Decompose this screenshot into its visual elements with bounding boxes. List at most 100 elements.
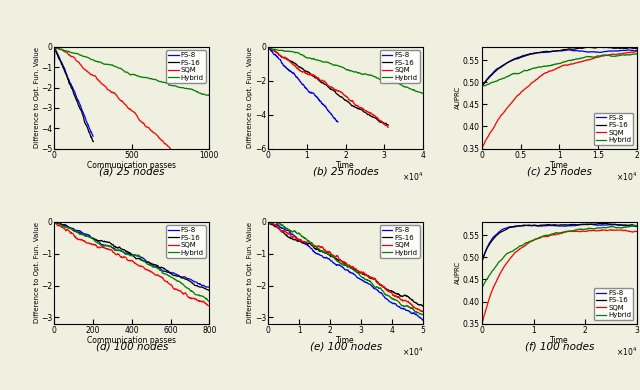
Hybrid [548, 63, 556, 67]
X-axis label: Time: Time [550, 161, 569, 170]
Y-axis label: Difference to Opt. Fun. Value: Difference to Opt. Fun. Value [248, 47, 253, 148]
Legend: FS-8, FS-16, SQM, Hybrid: FS-8, FS-16, SQM, Hybrid [594, 288, 634, 320]
SQM [518, 245, 525, 250]
SQM [122, 102, 129, 107]
SQM [368, 275, 376, 280]
FS-8 [518, 223, 525, 228]
FS-16 [381, 286, 388, 291]
FS-16 [518, 55, 525, 59]
Text: (f) 100 nodes: (f) 100 nodes [525, 341, 594, 351]
Hybrid [632, 51, 640, 56]
Hybrid [368, 281, 376, 285]
SQM [336, 89, 344, 94]
FS-16 [419, 304, 427, 308]
X-axis label: Communication passes: Communication passes [87, 336, 177, 345]
SQM [548, 68, 556, 73]
Line: SQM: SQM [268, 47, 388, 128]
FS-16 [478, 259, 486, 264]
SQM [148, 129, 156, 133]
SQM [329, 86, 337, 90]
SQM [595, 55, 602, 59]
FS-16 [163, 268, 171, 273]
FS-16 [69, 228, 77, 232]
FS-8 [264, 220, 272, 224]
SQM [51, 45, 59, 50]
Hybrid [163, 272, 171, 277]
Hybrid [356, 71, 364, 76]
Hybrid [518, 243, 525, 248]
Hybrid [419, 91, 427, 96]
FS-16 [363, 111, 371, 116]
Hybrid [182, 86, 189, 91]
FS-8 [298, 80, 305, 85]
Line: Hybrid: Hybrid [268, 220, 423, 315]
FS-8 [205, 285, 213, 290]
SQM [356, 269, 364, 274]
FS-8 [332, 118, 340, 123]
Line: FS-16: FS-16 [482, 47, 637, 87]
Text: $\times 10^4$: $\times 10^4$ [616, 171, 637, 183]
SQM [51, 220, 58, 224]
Line: FS-8: FS-8 [482, 50, 637, 87]
Hybrid [191, 89, 199, 93]
FS-8 [506, 225, 513, 229]
FS-8 [112, 247, 120, 252]
FS-8 [69, 226, 77, 231]
SQM [506, 103, 513, 108]
SQM [582, 229, 589, 234]
FS-8 [633, 224, 640, 229]
FS-8 [86, 126, 93, 131]
Legend: FS-8, FS-16, SQM, Hybrid: FS-8, FS-16, SQM, Hybrid [380, 50, 420, 83]
Line: SQM: SQM [482, 51, 637, 149]
Y-axis label: Difference to Opt. Fun. Value: Difference to Opt. Fun. Value [34, 222, 40, 323]
Hybrid [292, 230, 300, 234]
Text: (d) 100 nodes: (d) 100 nodes [95, 341, 168, 351]
SQM [607, 227, 614, 232]
Hybrid [338, 65, 346, 69]
FS-8 [306, 90, 314, 95]
FS-16 [101, 239, 109, 244]
FS-8 [595, 223, 603, 227]
FS-8 [595, 50, 603, 55]
Line: SQM: SQM [268, 222, 423, 312]
SQM [478, 146, 486, 151]
FS-8 [74, 97, 81, 101]
Y-axis label: AUPRC: AUPRC [456, 261, 461, 284]
FS-16 [506, 225, 513, 230]
Hybrid [163, 272, 170, 277]
Hybrid [570, 58, 577, 62]
Line: FS-8: FS-8 [54, 222, 209, 287]
FS-16 [381, 121, 389, 126]
SQM [419, 310, 427, 314]
SQM [292, 236, 300, 240]
SQM [381, 286, 388, 291]
FS-16 [478, 84, 486, 89]
X-axis label: Time: Time [550, 336, 569, 345]
FS-16 [51, 46, 58, 51]
Hybrid [51, 220, 58, 224]
FS-16 [51, 220, 58, 224]
Line: SQM: SQM [54, 222, 209, 306]
SQM [205, 303, 213, 308]
FS-8 [381, 295, 388, 300]
Legend: FS-8, FS-16, SQM, Hybrid: FS-8, FS-16, SQM, Hybrid [166, 50, 206, 83]
SQM [119, 100, 127, 105]
SQM [264, 220, 272, 224]
SQM [633, 229, 640, 234]
FS-8 [565, 48, 573, 52]
FS-16 [582, 222, 589, 227]
Line: FS-8: FS-8 [268, 47, 338, 122]
Hybrid [518, 70, 525, 74]
FS-8 [304, 243, 312, 248]
FS-16 [74, 100, 81, 105]
FS-8 [321, 103, 329, 108]
SQM [322, 80, 330, 85]
Text: (b) 25 nodes: (b) 25 nodes [313, 166, 378, 176]
FS-8 [419, 318, 427, 323]
Hybrid [478, 84, 486, 89]
Line: Hybrid: Hybrid [54, 47, 209, 95]
FS-16 [506, 59, 513, 64]
Hybrid [628, 223, 636, 228]
FS-16 [570, 222, 577, 227]
SQM [112, 252, 120, 257]
